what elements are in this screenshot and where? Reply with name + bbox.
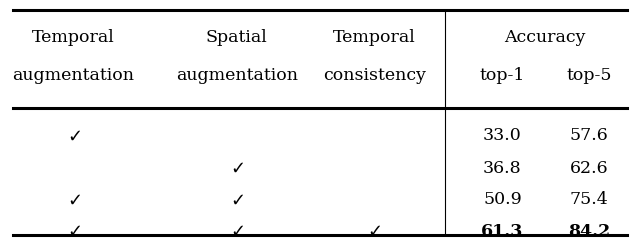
Text: 61.3: 61.3 xyxy=(481,223,524,240)
Text: $\checkmark$: $\checkmark$ xyxy=(67,222,81,240)
Text: $\checkmark$: $\checkmark$ xyxy=(230,191,244,209)
Text: Temporal: Temporal xyxy=(333,29,416,46)
Text: $\checkmark$: $\checkmark$ xyxy=(367,222,381,240)
Text: $\checkmark$: $\checkmark$ xyxy=(230,222,244,240)
Text: top-5: top-5 xyxy=(566,67,612,83)
Text: $\checkmark$: $\checkmark$ xyxy=(230,159,244,177)
Text: $\checkmark$: $\checkmark$ xyxy=(67,127,81,144)
Text: 75.4: 75.4 xyxy=(570,191,608,208)
Text: augmentation: augmentation xyxy=(176,67,298,83)
Text: Spatial: Spatial xyxy=(206,29,268,46)
Text: 62.6: 62.6 xyxy=(570,160,608,177)
Text: 50.9: 50.9 xyxy=(483,191,522,208)
Text: 33.0: 33.0 xyxy=(483,127,522,144)
Text: Accuracy: Accuracy xyxy=(504,29,586,46)
Text: 36.8: 36.8 xyxy=(483,160,522,177)
Text: top-1: top-1 xyxy=(480,67,525,83)
Text: consistency: consistency xyxy=(323,67,426,83)
Text: $\checkmark$: $\checkmark$ xyxy=(67,191,81,209)
Text: 84.2: 84.2 xyxy=(568,223,610,240)
Text: augmentation: augmentation xyxy=(13,67,134,83)
Text: Temporal: Temporal xyxy=(32,29,115,46)
Text: 57.6: 57.6 xyxy=(570,127,608,144)
